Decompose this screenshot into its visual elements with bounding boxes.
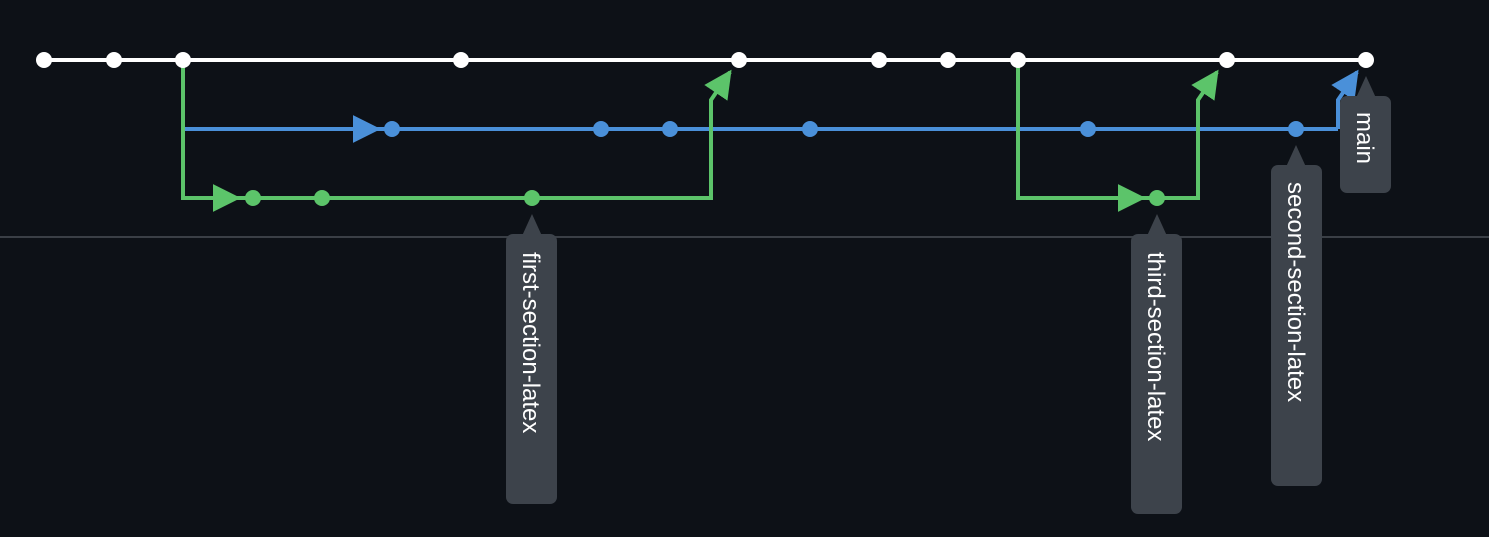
branch-label-main-text: main bbox=[1351, 112, 1378, 164]
commit-dot[interactable] bbox=[384, 121, 400, 137]
branch-label-first-section-latex[interactable]: first-section-latex bbox=[506, 214, 557, 504]
commit-dot[interactable] bbox=[1358, 52, 1374, 68]
commit-dot[interactable] bbox=[1010, 52, 1026, 68]
commit-dot[interactable] bbox=[106, 52, 122, 68]
second-section-branch-fork bbox=[181, 60, 381, 143]
first-section-branch-line bbox=[238, 69, 732, 200]
commit-dot[interactable] bbox=[1219, 52, 1235, 68]
commit-dot[interactable] bbox=[36, 52, 52, 68]
commit-dot[interactable] bbox=[175, 52, 191, 68]
branch-label-second-section-latex[interactable]: second-section-latex bbox=[1271, 145, 1322, 486]
commit-dot[interactable] bbox=[940, 52, 956, 68]
commit-dot[interactable] bbox=[662, 121, 678, 137]
branch-label-first-section-text: first-section-latex bbox=[517, 252, 544, 433]
third-section-branch-fork bbox=[1016, 60, 1146, 212]
commit-dot[interactable] bbox=[1080, 121, 1096, 137]
commit-dot[interactable] bbox=[802, 121, 818, 137]
main-commits bbox=[36, 52, 1374, 68]
branch-label-third-section-latex[interactable]: third-section-latex bbox=[1131, 214, 1182, 514]
second-section-merge bbox=[1331, 69, 1359, 129]
commit-dot[interactable] bbox=[1288, 121, 1304, 137]
third-section-commits bbox=[1149, 190, 1165, 206]
commit-dot[interactable] bbox=[731, 52, 747, 68]
branch-label-third-section-text: third-section-latex bbox=[1142, 252, 1169, 441]
second-section-commits bbox=[384, 121, 1304, 137]
commit-dot[interactable] bbox=[245, 190, 261, 206]
commit-dot[interactable] bbox=[524, 190, 540, 206]
commit-dot[interactable] bbox=[1149, 190, 1165, 206]
commit-dot[interactable] bbox=[314, 190, 330, 206]
first-section-commits bbox=[245, 190, 540, 206]
branch-label-main[interactable]: main bbox=[1340, 76, 1391, 193]
third-section-branch-line bbox=[1143, 69, 1219, 200]
commit-dot[interactable] bbox=[593, 121, 609, 137]
first-section-branch-fork bbox=[181, 60, 241, 212]
branch-label-second-section-text: second-section-latex bbox=[1282, 182, 1309, 402]
commit-dot[interactable] bbox=[453, 52, 469, 68]
commit-dot[interactable] bbox=[871, 52, 887, 68]
